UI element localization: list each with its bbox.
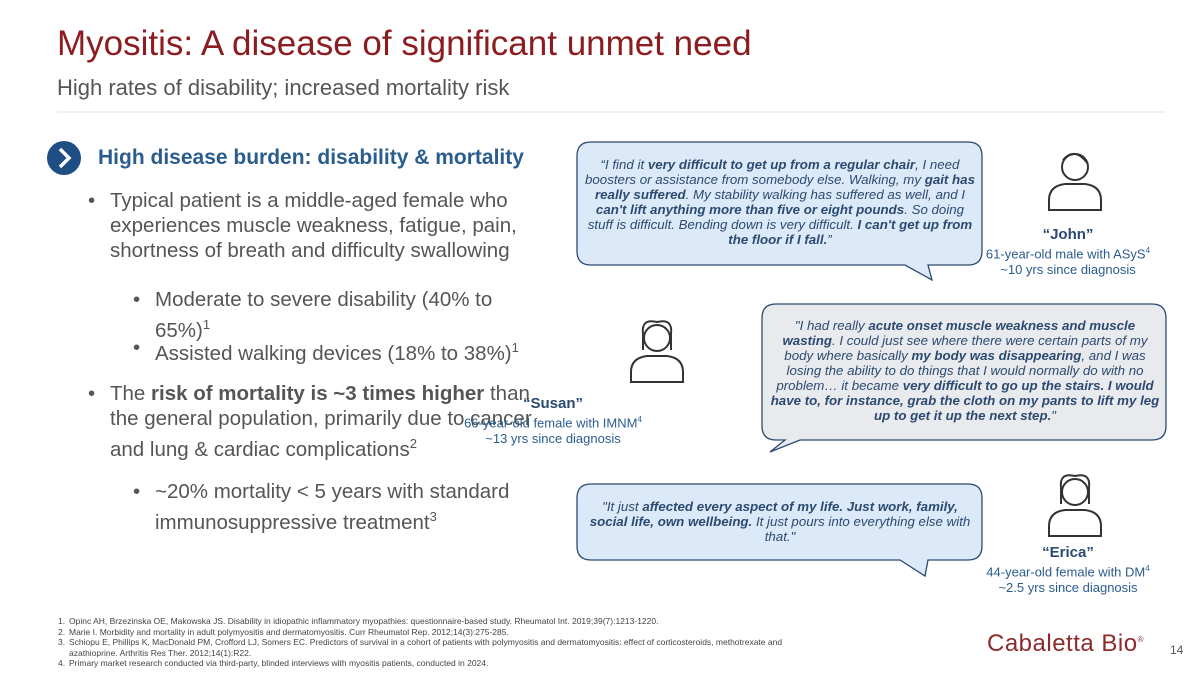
quote: “I find it very difficult to get up from… xyxy=(585,157,975,247)
text-run: 66-year-old female with IMNM xyxy=(464,415,638,431)
person-caption: “Erica” 44-year-old female with DM4 ~2.5 y… xyxy=(968,545,1168,596)
footnote-number: 1. xyxy=(58,616,66,626)
text-run: ~20% mortality < 5 years with standard i… xyxy=(155,480,510,534)
speech-bubble xyxy=(761,303,1167,453)
footnote-text: Primary market research conducted via th… xyxy=(69,658,489,668)
text-run: can't lift anything more than five or ei… xyxy=(595,202,905,217)
text-run: 61-year-old male with ASyS xyxy=(985,246,1146,262)
person-caption: “John” 61-year-old male with ASyS4 ~10 yrs… xyxy=(968,227,1168,278)
logo-text: Cabaletta Bio xyxy=(987,630,1138,657)
text-run: "It just xyxy=(602,499,643,514)
text-run: 1 xyxy=(511,340,519,355)
person-description: 44-year-old female with DM4 xyxy=(968,561,1168,580)
text-run: acute onset muscle weakness and muscle w… xyxy=(782,318,1136,348)
bullet: The risk of mortality is ~3 times higher… xyxy=(88,381,550,462)
person-caption: “Susan” 66-year-old female with IMNM4 ~13 … xyxy=(453,396,653,447)
text-run: Typical patient is a middle-aged female … xyxy=(110,189,517,262)
text-run: , and I was losing the ability to do thi… xyxy=(776,348,1146,393)
text-run: . So doing stuff is difficult. Bending d… xyxy=(587,202,965,232)
text-run: very difficult to go up the stairs. I wo… xyxy=(770,378,1160,423)
bullet: ~20% mortality < 5 years with standard i… xyxy=(133,479,545,535)
speech-bubble xyxy=(576,483,983,578)
footnote-text: Marie I. Morbidity and mortality in adul… xyxy=(69,626,509,637)
text-run: gait has really suffered xyxy=(594,172,975,202)
text-run: 4 xyxy=(1145,564,1150,573)
text-run: " xyxy=(1051,408,1057,423)
text-run: 2 xyxy=(409,436,417,451)
title: Myositis: A disease of significant unmet… xyxy=(57,24,752,63)
text-run: “I find it xyxy=(600,157,648,172)
text-run: Assisted walking devices (18% to 38%) xyxy=(155,341,512,365)
text-run: my body was disappearing xyxy=(911,348,1082,363)
person-since: ~2.5 yrs since diagnosis xyxy=(998,580,1138,596)
text-run: very difficult to get up from a regular … xyxy=(647,157,916,172)
text-run: 1 xyxy=(202,317,211,332)
trademark: ® xyxy=(1137,635,1144,644)
text-run: 4 xyxy=(1145,246,1151,255)
quote: "It just affected every aspect of my lif… xyxy=(585,499,975,544)
footnote: 1. Opinc AH, Brzezinska OE, Makowska JS. … xyxy=(58,616,798,627)
text-run: The xyxy=(110,382,152,405)
person-since: ~13 yrs since diagnosis xyxy=(485,431,621,447)
chevron xyxy=(58,147,72,169)
footnote: 4. Primary market research conducted via … xyxy=(58,658,798,669)
text-run: , I need boosters or assistance from som… xyxy=(585,157,960,187)
footnote-number: 4. xyxy=(58,658,66,668)
text-run: affected every aspect of my life. Just w… xyxy=(589,499,958,529)
section-heading: High disease burden: disability & mortal… xyxy=(98,146,524,169)
footnote-text: Schiopu E, Phillips K, MacDonald PM, Cro… xyxy=(69,637,783,658)
text-run: I can't get up from the floor if I fall. xyxy=(728,217,973,247)
footnotes: 1. Opinc AH, Brzezinska OE, Makowska JS. … xyxy=(58,616,798,669)
text-run: It just pours into everything else with … xyxy=(752,514,971,544)
text-run: . I could just see where there were cert… xyxy=(784,333,1148,363)
footnote: 2. Marie I. Morbidity and mortality in ad… xyxy=(58,627,798,638)
text-run: than the general population, primarily d… xyxy=(110,382,532,461)
bullet: Typical patient is a middle-aged female … xyxy=(88,188,550,263)
person-description: 66-year-old female with IMNM4 xyxy=(453,412,653,431)
person-since: ~10 yrs since diagnosis xyxy=(1000,262,1136,278)
person-name: “Erica” xyxy=(1042,544,1094,561)
page-number: 14 xyxy=(1170,643,1184,657)
text-run: . My stability walking has suffered as w… xyxy=(685,187,966,202)
text-run: ” xyxy=(827,232,832,247)
quote: "I had really acute onset muscle weaknes… xyxy=(770,318,1160,423)
text-run: 44-year-old female with DM xyxy=(986,564,1146,580)
person-icon xyxy=(1048,474,1102,537)
footnote-number: 2. xyxy=(58,626,66,637)
footnote-text: Opinc AH, Brzezinska OE, Makowska JS. Di… xyxy=(69,616,659,626)
text-run: Moderate to severe disability (40% to 65… xyxy=(155,288,493,342)
logo: Cabaletta Bio® xyxy=(987,630,1144,658)
subtitle: High rates of disability; increased mort… xyxy=(57,75,510,100)
chevron-icon xyxy=(47,141,81,175)
speech-bubble xyxy=(576,141,983,282)
person-description: 61-year-old male with ASyS4 xyxy=(968,243,1168,262)
text-run: risk of mortality is ~3 times higher xyxy=(151,382,485,405)
person-name: “John” xyxy=(1042,226,1094,243)
text-run: "I had really xyxy=(794,318,869,333)
person-icon xyxy=(1048,153,1102,211)
person-name: “Susan” xyxy=(522,395,583,412)
text-run: 4 xyxy=(637,415,642,424)
bullet: Assisted walking devices (18% to 38%)1 xyxy=(133,335,545,366)
footnote-number: 3. xyxy=(58,637,66,647)
text-run: 3 xyxy=(429,509,437,524)
person-icon xyxy=(630,320,684,383)
footnote: 3. Schiopu E, Phillips K, MacDonald PM, C… xyxy=(58,637,798,658)
